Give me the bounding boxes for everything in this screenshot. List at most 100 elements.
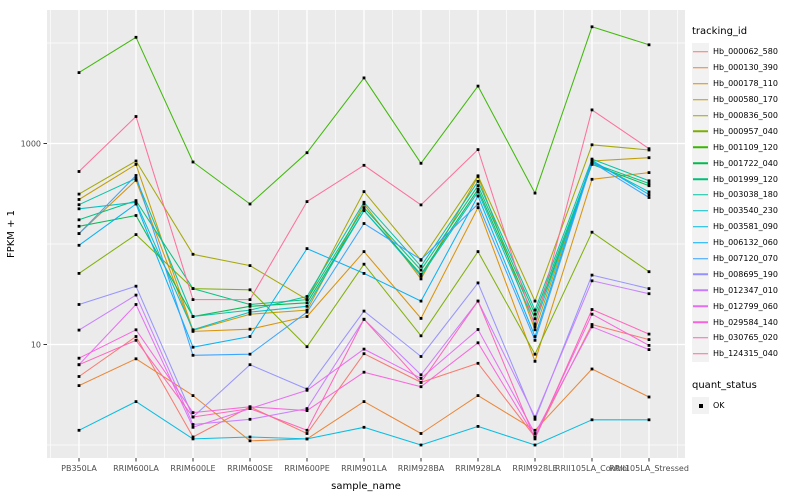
data-point	[590, 160, 594, 164]
data-point	[248, 335, 252, 338]
data-point	[533, 443, 537, 447]
data-point	[134, 177, 138, 180]
legend-label: Hb_000580_170	[713, 95, 778, 105]
legend-key-icon	[692, 186, 709, 204]
ok-point-icon	[698, 403, 703, 408]
data-point	[134, 202, 138, 206]
data-point	[647, 270, 651, 274]
legend-key-icon	[692, 91, 709, 109]
data-point	[419, 258, 423, 261]
data-point	[362, 262, 366, 266]
data-point	[77, 224, 81, 228]
data-point	[419, 334, 423, 338]
data-point	[134, 163, 138, 166]
data-point	[590, 312, 594, 316]
data-point	[590, 25, 594, 29]
data-point	[362, 163, 366, 167]
data-point	[77, 203, 81, 207]
data-point	[77, 232, 81, 235]
data-point	[590, 143, 594, 147]
data-point	[305, 388, 309, 392]
legend-key-line	[693, 67, 708, 69]
data-point	[305, 304, 309, 308]
legend-label: Hb_012347_010	[713, 285, 778, 295]
data-point	[476, 394, 480, 397]
data-point	[476, 341, 480, 345]
data-point	[419, 277, 423, 281]
legend-key-line	[693, 226, 708, 228]
legend-label: Hb_001722_040	[713, 158, 778, 168]
data-point	[248, 352, 252, 356]
x-tick-label: RRII105LA_Control	[555, 464, 629, 473]
data-point	[248, 327, 252, 331]
legend-key-ok	[692, 397, 709, 415]
legend-key-icon	[692, 107, 709, 125]
data-point	[191, 394, 195, 397]
data-point	[533, 352, 537, 356]
data-point	[248, 308, 252, 312]
legend-key-line	[693, 178, 708, 180]
data-point	[77, 218, 81, 222]
data-point	[533, 308, 537, 312]
data-point	[647, 182, 651, 185]
legend-key-line	[693, 305, 708, 307]
data-point	[647, 147, 651, 151]
legend-key-line	[693, 257, 708, 260]
data-point	[248, 312, 252, 316]
data-point	[191, 345, 195, 349]
data-point	[77, 272, 81, 275]
data-point	[476, 328, 480, 331]
legend-key-line	[693, 51, 708, 53]
data-point	[134, 115, 138, 118]
data-point	[305, 409, 309, 412]
data-point	[77, 363, 81, 367]
legend-key-icon	[692, 313, 709, 331]
legend-title-quant-status: quant_status	[692, 379, 757, 391]
data-point	[590, 273, 594, 277]
data-point	[305, 315, 309, 318]
data-point	[77, 170, 81, 173]
data-point	[134, 357, 138, 361]
legend-key-line	[693, 82, 708, 85]
legend-item-Hb_124315_040: Hb_124315_040	[692, 345, 798, 363]
legend-label: Hb_001109_120	[713, 142, 778, 152]
data-point	[77, 384, 81, 387]
data-point	[191, 437, 195, 441]
data-point	[476, 180, 480, 183]
data-point	[419, 432, 423, 435]
legend-item-Hb_000580_170: Hb_000580_170	[692, 91, 798, 109]
data-point	[248, 298, 252, 301]
data-point	[647, 184, 651, 188]
data-point	[533, 299, 537, 303]
legend-item-Hb_001722_040: Hb_001722_040	[692, 154, 798, 172]
data-point	[476, 190, 480, 194]
data-point	[590, 108, 594, 112]
data-point	[647, 348, 651, 351]
data-point	[362, 76, 366, 80]
data-point	[134, 328, 138, 332]
data-point	[134, 303, 138, 306]
legend-key-line	[693, 289, 708, 292]
legend-key-line	[693, 210, 708, 212]
legend-item-Hb_000836_500: Hb_000836_500	[692, 107, 798, 125]
y-tick-label: 10	[31, 341, 41, 350]
data-point	[77, 71, 81, 74]
data-point	[590, 323, 594, 326]
data-point	[362, 200, 366, 204]
legend-item-Hb_030765_020: Hb_030765_020	[692, 329, 798, 347]
data-point	[419, 443, 423, 447]
x-tick-label: RRIM928LE	[512, 464, 557, 473]
data-point	[77, 375, 81, 378]
data-point	[419, 299, 423, 303]
legend-label: Hb_003581_090	[713, 222, 778, 232]
data-point	[191, 425, 195, 429]
legend-key-icon	[692, 250, 709, 268]
legend-key-icon	[692, 329, 709, 347]
data-point	[362, 190, 366, 193]
data-point	[134, 284, 138, 288]
data-point	[191, 411, 195, 414]
y-axis-title: FPKM + 1	[6, 210, 17, 258]
data-point	[305, 200, 309, 203]
